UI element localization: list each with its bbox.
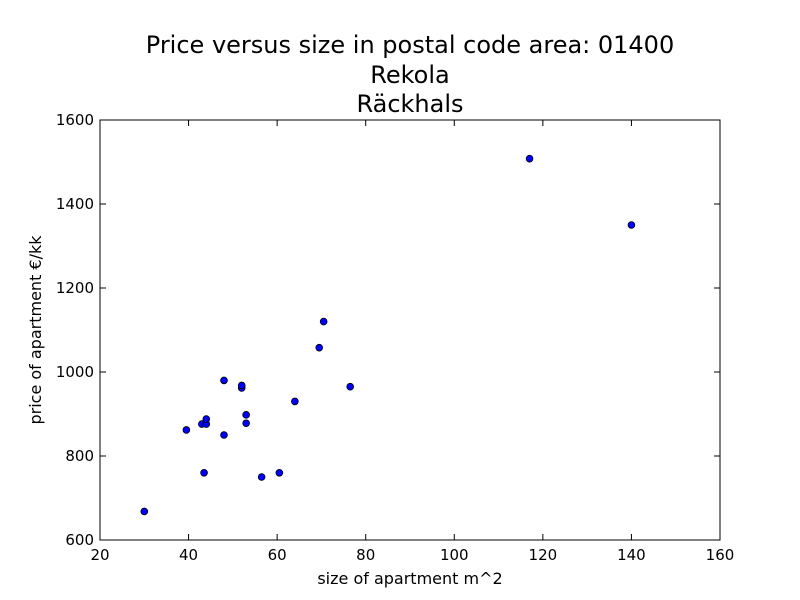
x-tick-label: 160 (706, 546, 735, 564)
x-tick-label: 40 (179, 546, 198, 564)
data-point (346, 382, 355, 391)
y-tick-label: 800 (65, 447, 94, 465)
x-tick-label: 140 (617, 546, 646, 564)
chart-title: Price versus size in postal code area: 0… (146, 31, 674, 118)
data-points (140, 154, 636, 516)
y-axis-label: price of apartment €/kk (26, 235, 45, 425)
y-tick-label: 1600 (56, 111, 94, 129)
x-axis-label: size of apartment m^2 (317, 569, 502, 588)
tick-labels: 20 40 60 80 100 120 140 160 600 800 1000 1200 1400 16… (56, 111, 735, 564)
data-point (257, 473, 266, 481)
y-tick-label: 1000 (56, 363, 94, 381)
x-tick-label: 80 (356, 546, 375, 564)
data-point (291, 397, 299, 406)
data-point (627, 221, 636, 229)
x-tick-label: 20 (90, 546, 109, 564)
x-tick-label: 100 (440, 546, 469, 564)
y-tick-label: 600 (65, 531, 94, 549)
data-point (315, 343, 324, 352)
data-point (140, 507, 149, 516)
plot-area (99, 119, 721, 541)
axis-ticks (99, 119, 721, 541)
data-point (220, 431, 228, 439)
data-point (319, 317, 328, 326)
x-tick-label: 60 (268, 546, 287, 564)
data-point (237, 381, 246, 390)
data-point (220, 376, 228, 385)
data-point (242, 419, 250, 428)
data-point (525, 154, 534, 163)
y-tick-label: 1400 (56, 195, 94, 213)
data-point (275, 468, 284, 477)
data-point (182, 426, 191, 434)
data-point (242, 411, 250, 419)
data-point (202, 415, 211, 423)
chart-title-line: Räckhals (356, 90, 463, 118)
chart-title-line: Price versus size in postal code area: 0… (146, 31, 674, 59)
x-tick-label: 120 (529, 546, 558, 564)
chart-title-line: Rekola (370, 61, 449, 89)
data-point (200, 468, 208, 477)
y-tick-label: 1200 (56, 279, 94, 297)
